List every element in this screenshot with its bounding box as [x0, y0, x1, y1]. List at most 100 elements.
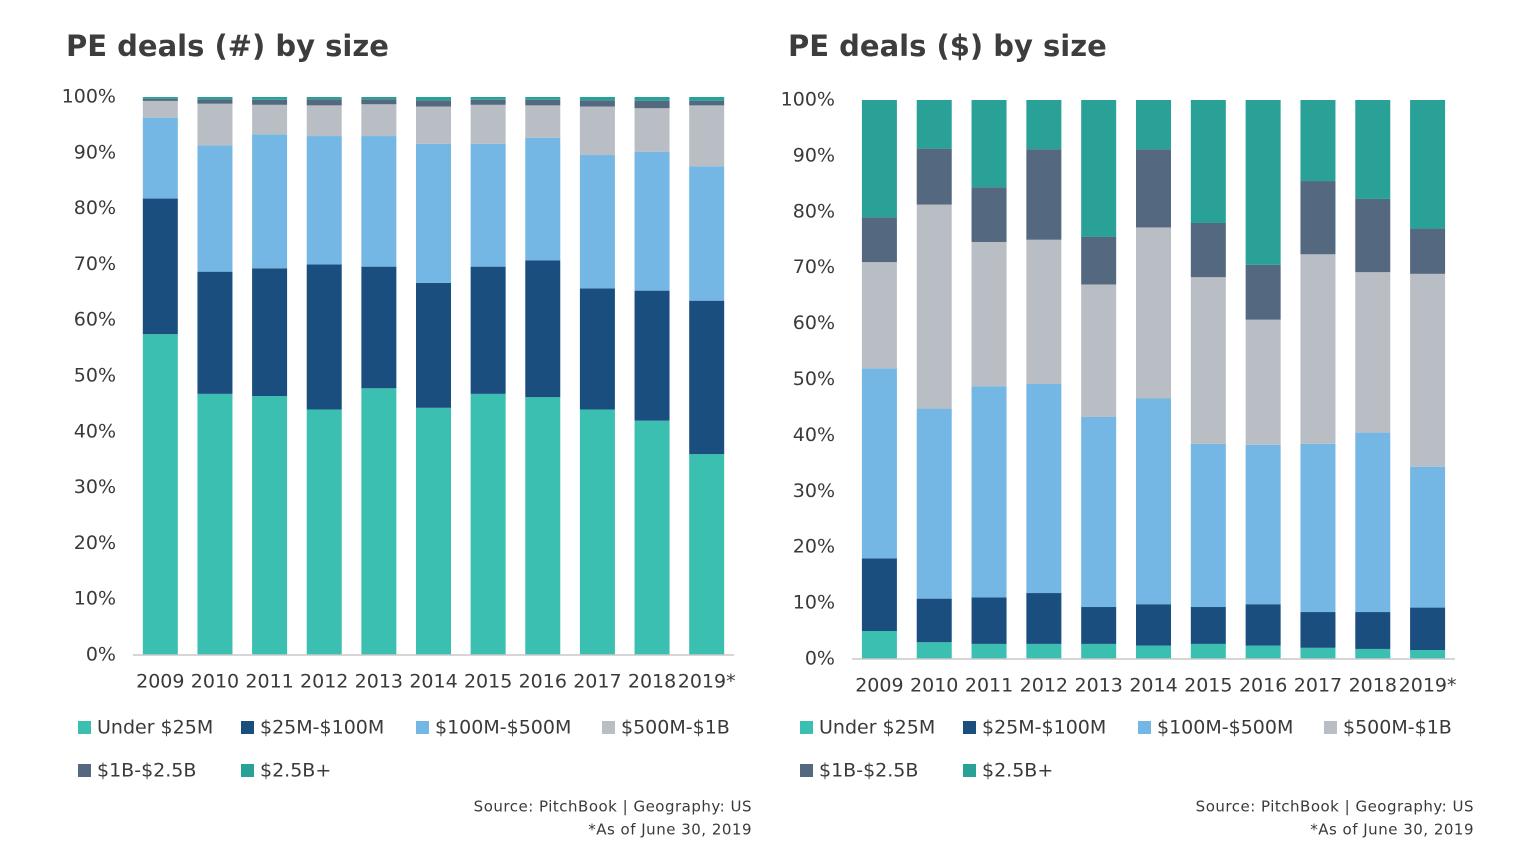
bar-segment: [1300, 612, 1336, 648]
y-tick-label: 10%: [74, 588, 116, 610]
bar-segment: [252, 268, 288, 397]
bar-segment: [916, 204, 952, 409]
bar-segment: [916, 408, 952, 599]
bar-segment: [525, 97, 561, 100]
bar-segment: [1355, 272, 1391, 433]
y-tick-label: 20%: [74, 532, 116, 554]
bar-segment: [142, 334, 178, 655]
y-tick-label: 30%: [74, 476, 116, 498]
bar-segment: [361, 97, 397, 100]
bar-segment: [689, 105, 725, 167]
bar-segment: [306, 97, 342, 100]
bar-segment: [142, 97, 178, 99]
bar-segment: [1026, 100, 1062, 150]
bar-segment: [306, 136, 342, 265]
bar-segment: [916, 148, 952, 205]
bar-segment: [861, 368, 897, 559]
legend-label: $25M-$100M: [982, 717, 1106, 739]
source: Source: PitchBook | Geography: US: [1196, 798, 1474, 816]
bar-segment: [142, 98, 178, 101]
bar-segment: [1136, 227, 1171, 399]
y-tick-label: 70%: [74, 253, 116, 275]
bar-segment: [1300, 443, 1336, 613]
bar-segment: [1081, 416, 1117, 608]
bar-segment: [470, 97, 506, 100]
bar-segment: [1081, 100, 1117, 237]
legend-swatch: [78, 764, 91, 777]
bar-segment: [1300, 181, 1336, 255]
legend-swatch: [963, 764, 976, 777]
x-tick-label: 2018: [628, 671, 676, 693]
bar-segment: [1245, 645, 1281, 659]
bar-segment: [1190, 277, 1226, 444]
x-tick-label: 2015: [464, 671, 512, 693]
bar-segment: [1245, 444, 1281, 605]
x-tick-label: 2016: [1239, 675, 1287, 697]
legend-label: $1B-$2.5B: [819, 760, 918, 782]
bar-segment: [1190, 643, 1226, 659]
bar-segment: [525, 397, 561, 655]
bar-segment: [416, 143, 451, 283]
bar-segment: [525, 99, 561, 106]
legend-label: $100M-$500M: [435, 717, 571, 739]
x-tick-label: 2013: [1075, 675, 1123, 697]
x-tick-label: 2009: [855, 675, 903, 697]
x-tick-label: 2019*: [678, 671, 736, 693]
bar-segment: [525, 137, 561, 261]
bar-segment: [525, 260, 561, 398]
bar-segment: [861, 558, 897, 632]
bar-segment: [861, 262, 897, 369]
x-tick-label: 2016: [519, 671, 567, 693]
bar-segment: [1190, 222, 1226, 278]
bar-segment: [306, 409, 342, 655]
bar-segment: [361, 388, 397, 655]
bar-segment: [525, 105, 561, 138]
legend-swatch: [241, 764, 254, 777]
y-tick-label: 0%: [86, 644, 116, 666]
bar-segment: [634, 97, 670, 101]
bar-segment: [971, 100, 1007, 188]
bar-segment: [1245, 100, 1281, 265]
legend-label: $2.5B+: [982, 760, 1053, 782]
bar-segment: [197, 99, 233, 104]
x-tick-label: 2012: [1020, 675, 1068, 697]
x-tick-label: 2019*: [1399, 675, 1457, 697]
y-tick-label: 50%: [793, 368, 835, 390]
bar-segment: [1300, 254, 1336, 444]
x-tick-label: 2018: [1349, 675, 1397, 697]
bar-segment: [416, 106, 451, 144]
note: *As of June 30, 2019: [1310, 821, 1474, 839]
legend-swatch: [1138, 721, 1151, 734]
bar-segment: [1026, 149, 1062, 240]
legend-swatch: [800, 764, 813, 777]
bar-segment: [361, 99, 397, 105]
note: *As of June 30, 2019: [588, 821, 752, 839]
bar-segment: [470, 143, 506, 267]
bar-segment: [361, 266, 397, 389]
legend-label: $1B-$2.5B: [97, 760, 196, 782]
legend-label: $2.5B+: [260, 760, 331, 782]
x-tick-label: 2014: [409, 671, 457, 693]
bar-segment: [361, 136, 397, 267]
bar-segment: [861, 100, 897, 218]
bar-segment: [1355, 612, 1391, 649]
legend-label: $500M-$1B: [1343, 717, 1452, 739]
bar-segment: [306, 105, 342, 137]
bar-segment: [861, 217, 897, 263]
bar-segment: [416, 97, 451, 101]
bar-segment: [252, 104, 288, 135]
bar-segment: [916, 100, 952, 149]
legend-label: Under $25M: [819, 717, 935, 739]
bar-segment: [1300, 100, 1336, 182]
x-tick-label: 2015: [1184, 675, 1232, 697]
y-tick-label: 50%: [74, 365, 116, 387]
bar-segment: [1410, 100, 1446, 229]
y-tick-label: 100%: [781, 89, 835, 111]
chart-title: PE deals (#) by size: [66, 29, 389, 63]
legend-label: $25M-$100M: [260, 717, 384, 739]
bar-segment: [1081, 284, 1117, 417]
bar-segment: [1355, 648, 1391, 659]
y-tick-label: 20%: [793, 536, 835, 558]
bar-segment: [1190, 100, 1226, 223]
